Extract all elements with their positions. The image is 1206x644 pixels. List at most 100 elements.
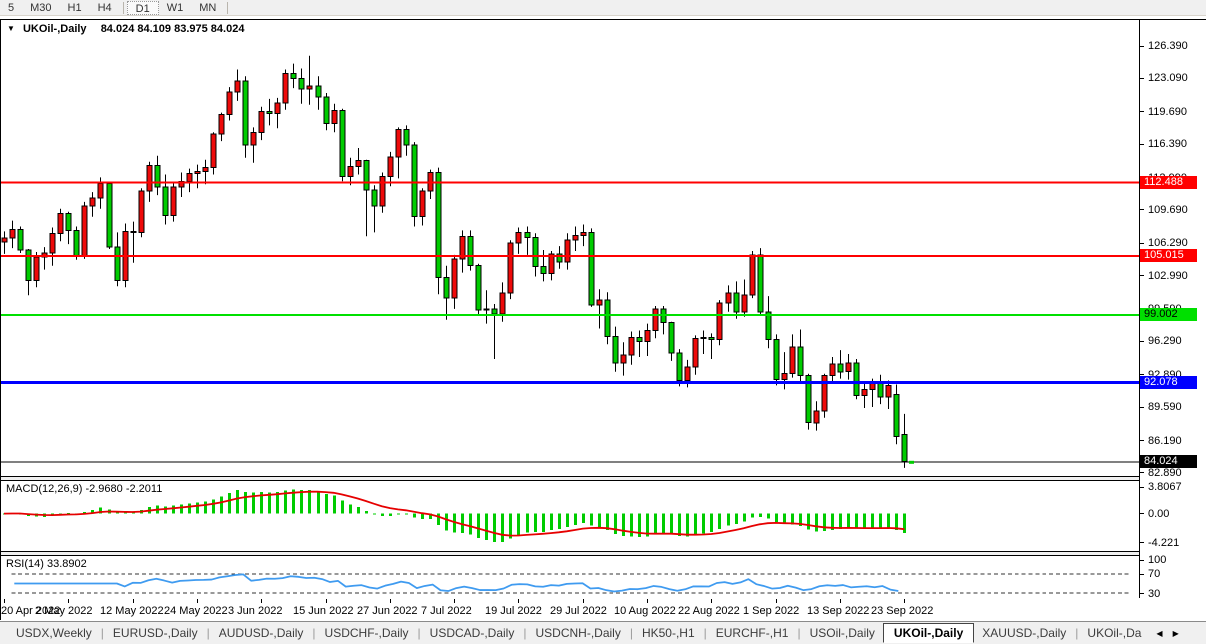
price-tick — [1140, 340, 1144, 342]
chart-window: ▼ UKOil-,Daily 84.024 84.109 83.975 84.0… — [0, 19, 1206, 621]
price-tick-label: 82.890 — [1148, 466, 1182, 479]
timeframe-button-h4[interactable]: H4 — [97, 1, 112, 14]
chart-title-bar: ▼ UKOil-,Daily 84.024 84.109 83.975 84.0… — [7, 23, 244, 36]
price-tick-label: 89.590 — [1148, 401, 1182, 414]
candle — [861, 383, 868, 408]
macd-histogram-bar — [855, 513, 858, 529]
candle — [41, 247, 48, 270]
macd-histogram-bar — [236, 490, 239, 514]
timeframe-button-5[interactable]: 5 — [8, 1, 15, 14]
macd-histogram-bar — [566, 513, 569, 528]
tab-scroll-left-icon[interactable]: ◀ — [1156, 628, 1163, 638]
chevron-down-icon[interactable]: ▼ — [7, 24, 15, 33]
macd-axis-tick — [1140, 513, 1144, 515]
chart-tab-usdcad-daily[interactable]: USDCAD-,Daily — [429, 626, 515, 640]
candle — [676, 349, 683, 387]
macd-histogram-bar — [823, 513, 826, 532]
chart-tab-xauusd-daily[interactable]: XAUUSD-,Daily — [982, 626, 1067, 640]
candle — [411, 142, 418, 227]
timeframe-button-d1[interactable]: D1 — [126, 0, 159, 15]
chart-tab-ukoil-da[interactable]: UKOil-,Da — [1087, 626, 1142, 640]
macd-histogram-bar — [767, 513, 770, 519]
candle — [451, 254, 458, 309]
chart-tab-hk50-h1[interactable]: HK50-,H1 — [641, 626, 695, 640]
date-tick — [711, 599, 712, 603]
chart-tab-audusd-daily[interactable]: AUDUSD-,Daily — [218, 626, 304, 640]
candle — [49, 227, 56, 266]
date-tick — [454, 599, 455, 603]
macd-histogram-bar — [694, 513, 697, 535]
macd-histogram-bar — [389, 513, 392, 516]
macd-histogram-bar — [188, 503, 191, 514]
candle — [749, 251, 756, 299]
date-tick-label: 27 Jun 2022 — [357, 605, 418, 617]
chart-tab-eurchf-h1[interactable]: EURCHF-,H1 — [715, 626, 789, 640]
candle — [379, 172, 386, 213]
macd-histogram-bar — [485, 513, 488, 541]
macd-histogram-bar — [172, 505, 175, 514]
macd-histogram-bar — [349, 504, 352, 514]
macd-histogram-bar — [244, 491, 247, 514]
macd-histogram-bar — [317, 491, 320, 514]
macd-histogram-bar — [212, 499, 215, 514]
candle — [725, 285, 732, 312]
price-tick — [1140, 143, 1144, 145]
macd-histogram-bar — [357, 507, 360, 514]
candle — [387, 151, 394, 187]
candle — [644, 323, 651, 356]
macd-histogram-bar — [437, 513, 440, 526]
macd-histogram-bar — [895, 513, 898, 530]
macd-histogram-bar — [453, 513, 456, 533]
chart-tab-eurusd-daily[interactable]: EURUSD-,Daily — [112, 626, 198, 640]
date-tick-label: 7 Jul 2022 — [421, 605, 472, 617]
chart-tab-usdcnh-daily[interactable]: USDCNH-,Daily — [535, 626, 621, 640]
macd-histogram-bar — [534, 513, 537, 533]
price-chart[interactable] — [1, 35, 1139, 476]
macd-histogram-bar — [887, 513, 890, 528]
panel-splitter[interactable] — [1, 476, 1139, 481]
chart-tab-ukoil-daily[interactable]: UKOil-,Daily — [882, 622, 975, 643]
macd-histogram-bar — [517, 513, 520, 536]
macd-histogram-bar — [799, 513, 802, 526]
candle — [877, 374, 884, 405]
candle — [507, 240, 514, 300]
candle — [556, 246, 563, 269]
candle — [636, 330, 643, 357]
tab-separator: | — [523, 626, 527, 640]
candle — [290, 63, 297, 89]
macd-panel[interactable] — [1, 481, 1139, 551]
date-tick — [904, 599, 905, 603]
candle — [491, 304, 498, 359]
panel-splitter[interactable] — [1, 551, 1139, 556]
macd-histogram-bar — [276, 492, 279, 514]
candle — [178, 172, 185, 197]
date-tick — [583, 599, 584, 603]
chart-tab-usdx-weekly[interactable]: USDX,Weekly — [16, 626, 92, 640]
macd-axis-label: -4.221 — [1148, 536, 1180, 549]
tab-scroll-right-icon[interactable]: ▶ — [1172, 628, 1179, 638]
chart-tab-usdchf-daily[interactable]: USDCHF-,Daily — [324, 626, 409, 640]
candle — [323, 93, 330, 131]
price-tick-label: 123.090 — [1148, 72, 1188, 85]
macd-axis-tick — [1140, 486, 1144, 488]
macd-histogram-bar — [903, 513, 906, 533]
macd-histogram-bar — [614, 513, 617, 534]
candle — [427, 169, 434, 199]
chart-tab-usoil-daily[interactable]: USOil-,Daily — [809, 626, 875, 640]
macd-indicator-label: MACD(12,26,9) -2.9680 -2.2011 — [6, 483, 163, 495]
candle — [282, 69, 289, 110]
date-axis[interactable]: 20 Apr 2022 2 May 2022 12 May 2022 24 May 2… — [1, 599, 1206, 621]
timeframe-button-w1[interactable]: W1 — [166, 1, 184, 14]
macd-histogram-bar — [831, 513, 834, 530]
macd-histogram-bar — [429, 513, 432, 520]
macd-histogram-bar — [220, 496, 223, 514]
timeframe-button-m30[interactable]: M30 — [30, 1, 52, 14]
candle — [524, 226, 531, 255]
timeframe-button-mn[interactable]: MN — [199, 1, 217, 14]
macd-axis-label: 3.8067 — [1148, 481, 1182, 493]
timeframe-button-h1[interactable]: H1 — [67, 1, 82, 14]
candle — [692, 335, 699, 375]
macd-histogram-bar — [702, 513, 705, 534]
macd-histogram-bar — [606, 513, 609, 531]
